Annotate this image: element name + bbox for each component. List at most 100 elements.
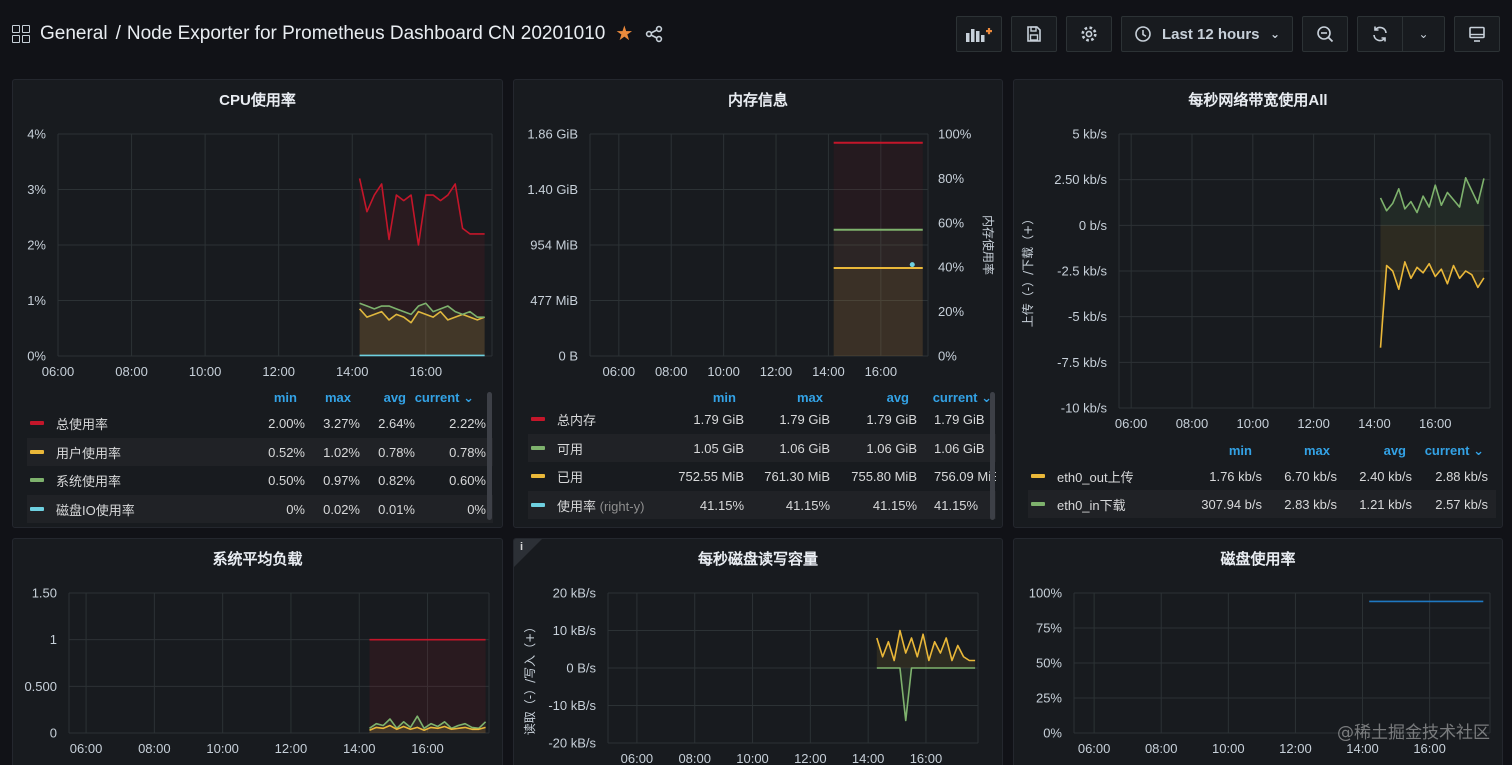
zoom-out-button[interactable]	[1302, 16, 1348, 52]
legend-header-min[interactable]: min	[273, 390, 297, 405]
panel-title[interactable]: CPU使用率	[219, 92, 296, 109]
legend-row[interactable]: 系统使用率 0.50% 0.97% 0.82% 0.60%	[13, 466, 493, 494]
series-name: 使用率 (right-y)	[557, 496, 644, 515]
legend-header-min[interactable]: min	[1228, 443, 1252, 458]
x-tick-label: 12:00	[1297, 416, 1330, 431]
top-navbar: General / Node Exporter for Prometheus D…	[0, 0, 1512, 68]
star-icon[interactable]: ★	[615, 23, 634, 45]
legend-row[interactable]: eth0_out上传 1.76 kb/s 6.70 kb/s 2.40 kb/s…	[1014, 462, 1496, 490]
series-area	[1380, 225, 1484, 348]
legend-row[interactable]: eth0_in下载 307.94 b/s 2.83 kb/s 1.21 kb/s…	[1028, 490, 1496, 518]
series-avg: 1.79 GiB	[866, 411, 917, 427]
panel-title[interactable]: 每秒网络带宽使用All	[1188, 92, 1328, 109]
time-range-picker[interactable]: Last 12 hours ⌄	[1121, 16, 1293, 52]
apps-grid-icon[interactable]	[12, 25, 30, 43]
series-min: 0.52%	[268, 444, 305, 460]
legend-row[interactable]: 总使用率 2.00% 3.27% 2.64% 2.22%	[13, 409, 493, 437]
legend-row[interactable]: 总内存 1.79 GiB 1.79 GiB 1.79 GiB 1.79 GiB	[514, 405, 996, 433]
zoom-out-icon	[1317, 26, 1334, 43]
legend-header-max[interactable]: max	[324, 390, 351, 405]
network-bandwidth-chart[interactable]: -10 kb/s -7.5 kb/s -5 kb/s -2.5 kb/s 0 b/s 2.…	[1014, 80, 1503, 520]
legend-header-min[interactable]: min	[712, 390, 736, 405]
tv-mode-button[interactable]	[1454, 16, 1500, 52]
panel-title[interactable]: 系统平均负载	[212, 551, 303, 568]
x-tick-label: 16:00	[865, 364, 898, 379]
legend-row[interactable]: 已用 752.55 MiB 761.30 MiB 755.80 MiB 756.…	[514, 462, 996, 490]
legend-header-avg[interactable]: avg	[1383, 443, 1406, 458]
legend-header-max[interactable]: max	[796, 390, 823, 405]
chevron-down-icon: ⌄	[1418, 27, 1429, 41]
x-tick-label: 16:00	[411, 741, 444, 756]
series-line	[358, 308, 485, 324]
cpu-usage-panel[interactable]: CPU使用率 0% 1% 2% 3% 4% 06:00 08:00 10:00 12:00 14:…	[12, 79, 503, 528]
legend-header-current[interactable]: current ⌄	[414, 390, 474, 405]
folder-link[interactable]: General	[40, 23, 108, 44]
x-tick-label: 08:00	[1176, 416, 1209, 431]
disk-usage-chart[interactable]: 0% 25% 50% 75% 100% 06:00 08:00 10:00 12:00 14:00…	[1014, 539, 1503, 765]
x-tick-label: 10:00	[736, 751, 769, 765]
series-avg: 2.64%	[378, 415, 415, 431]
x-tick-label: 12:00	[1279, 741, 1312, 756]
disk-io-chart[interactable]: -20 kB/s -10 kB/s 0 B/s 10 kB/s 20 kB/s 06:00…	[514, 539, 1003, 765]
series-max: 6.70 kb/s	[1284, 468, 1337, 484]
share-icon[interactable]	[645, 25, 663, 43]
series-line	[369, 715, 487, 730]
legend-header-avg[interactable]: avg	[383, 390, 406, 405]
x-tick-label: 14:00	[343, 741, 376, 756]
series-line	[359, 302, 485, 318]
x-tick-label: 10:00	[1212, 741, 1245, 756]
series-swatch	[1031, 474, 1045, 478]
dashboard-title[interactable]: Node Exporter for Prometheus Dashboard C…	[126, 23, 606, 44]
network-bandwidth-panel[interactable]: 每秒网络带宽使用All -10 kb/s -7.5 kb/s -5 kb/s -2.5…	[1013, 79, 1503, 528]
legend-header-current[interactable]: current ⌄	[932, 390, 992, 405]
memory-info-chart[interactable]: 0 B 477 MiB 954 MiB 1.40 GiB 1.86 GiB 0% 20% 40…	[514, 80, 1003, 460]
y-tick-label: 1	[50, 632, 57, 647]
x-tick-label: 10:00	[1237, 416, 1270, 431]
series-current: 1.06 GiB	[934, 440, 985, 456]
series-avg: 41.15%	[872, 497, 917, 513]
dashboard-settings-button[interactable]	[1066, 16, 1112, 52]
y-tick-label: 0 B	[558, 349, 578, 364]
series-area	[833, 229, 923, 356]
legend-scrollbar[interactable]	[990, 392, 995, 520]
series-current: 2.88 kb/s	[1435, 468, 1488, 484]
cpu-usage-chart[interactable]: 0% 1% 2% 3% 4% 06:00 08:00 10:00 12:00 14:00 16:00	[13, 80, 503, 460]
refresh-button[interactable]	[1357, 16, 1403, 52]
y-tick-label: -5 kb/s	[1068, 309, 1108, 324]
legend-header-avg[interactable]: avg	[886, 390, 909, 405]
legend-row[interactable]: 使用率 (right-y) 41.15% 41.15% 41.15% 41.15…	[528, 491, 996, 519]
legend-header-max[interactable]: max	[1303, 443, 1330, 458]
y-tick-label: 1.40 GiB	[527, 182, 578, 197]
series-current: 756.09 MiB	[934, 468, 996, 484]
x-tick-label: 06:00	[42, 364, 75, 379]
panel-title[interactable]: 每秒磁盘读写容量	[697, 551, 818, 568]
legend-row[interactable]: 磁盘IO使用率 0% 0.02% 0.01% 0%	[27, 495, 493, 523]
legend-row[interactable]: 用户使用率 0.52% 1.02% 0.78% 0.78%	[27, 438, 493, 466]
series-area	[359, 303, 485, 356]
legend-row[interactable]: 可用 1.05 GiB 1.06 GiB 1.06 GiB 1.06 GiB	[528, 434, 996, 462]
y-right-tick-label: 0%	[938, 349, 957, 364]
memory-info-panel[interactable]: 内存信息 0 B 477 MiB 954 MiB 1.40 GiB 1.86 GiB 0%…	[513, 79, 1003, 528]
panel-title[interactable]: 内存信息	[727, 92, 788, 109]
series-name: 可用	[557, 441, 584, 457]
info-icon[interactable]: i	[520, 541, 524, 553]
series-line	[358, 178, 485, 246]
disk-io-panel[interactable]: i 每秒磁盘读写容量 -20 kB/s -10 kB/s 0 B/s 10 kB/s 2…	[513, 538, 1003, 765]
x-tick-label: 16:00	[910, 751, 943, 765]
add-panel-button[interactable]	[956, 16, 1002, 52]
refresh-interval-dropdown[interactable]: ⌄	[1403, 16, 1445, 52]
y-tick-label: 0 B/s	[566, 661, 596, 676]
series-min: 0%	[286, 501, 305, 517]
system-load-chart[interactable]: 0 0.500 1 1.50 06:00 08:00 10:00 12:00 14:00 16:0…	[13, 539, 503, 765]
legend-scrollbar[interactable]	[487, 392, 492, 520]
y-right-tick-label: 20%	[938, 304, 964, 319]
series-avg: 0.78%	[378, 444, 415, 460]
legend-header-current[interactable]: current ⌄	[1424, 443, 1484, 458]
panel-info-corner[interactable]	[514, 539, 542, 567]
disk-usage-panel[interactable]: 磁盘使用率 0% 25% 50% 75% 100% 06:00 08:00 10:00 12:0…	[1013, 538, 1503, 765]
series-max: 1.06 GiB	[779, 440, 830, 456]
save-dashboard-button[interactable]	[1011, 16, 1057, 52]
y-tick-label: 0.500	[24, 679, 57, 694]
system-load-panel[interactable]: 系统平均负载 0 0.500 1 1.50 06:00 08:00 10:00 12:00 14…	[12, 538, 503, 765]
panel-title[interactable]: 磁盘使用率	[1220, 551, 1296, 568]
